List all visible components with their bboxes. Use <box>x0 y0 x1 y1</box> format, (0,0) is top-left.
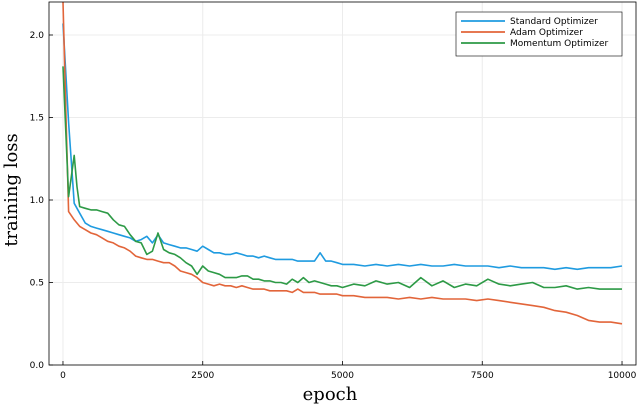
x-tick-label: 10000 <box>608 371 637 381</box>
x-tick-label: 7500 <box>471 371 494 381</box>
x-axis-title: epoch <box>303 384 358 405</box>
x-tick-label: 5000 <box>331 371 354 381</box>
x-axis-ticks: 0 2500 5000 7500 10000 <box>60 361 637 381</box>
y-tick-label: 2.0 <box>30 31 45 41</box>
legend-label-adam-optimizer: Adam Optimizer <box>510 28 583 38</box>
legend-box <box>455 11 623 57</box>
y-tick-label: 0.0 <box>30 361 45 371</box>
y-axis-ticks: 0.0 0.5 1.0 1.5 2.0 <box>30 31 53 371</box>
series-line-adam-optimizer <box>62 2 623 325</box>
series-lines <box>62 2 623 325</box>
y-tick-label: 0.5 <box>30 279 44 289</box>
series-line-momentum-optimizer <box>62 66 622 290</box>
x-tick-label: 2500 <box>191 371 214 381</box>
legend-label-momentum-optimizer: Momentum Optimizer <box>510 39 608 49</box>
legend-label-standard-optimizer: Standard Optimizer <box>510 17 598 27</box>
y-axis-title: training loss <box>1 133 22 247</box>
x-tick-label: 0 <box>60 371 66 381</box>
grid <box>49 2 636 366</box>
series-line-standard-optimizer <box>62 23 623 271</box>
y-tick-label: 1.5 <box>30 114 44 124</box>
y-tick-label: 1.0 <box>30 196 45 206</box>
